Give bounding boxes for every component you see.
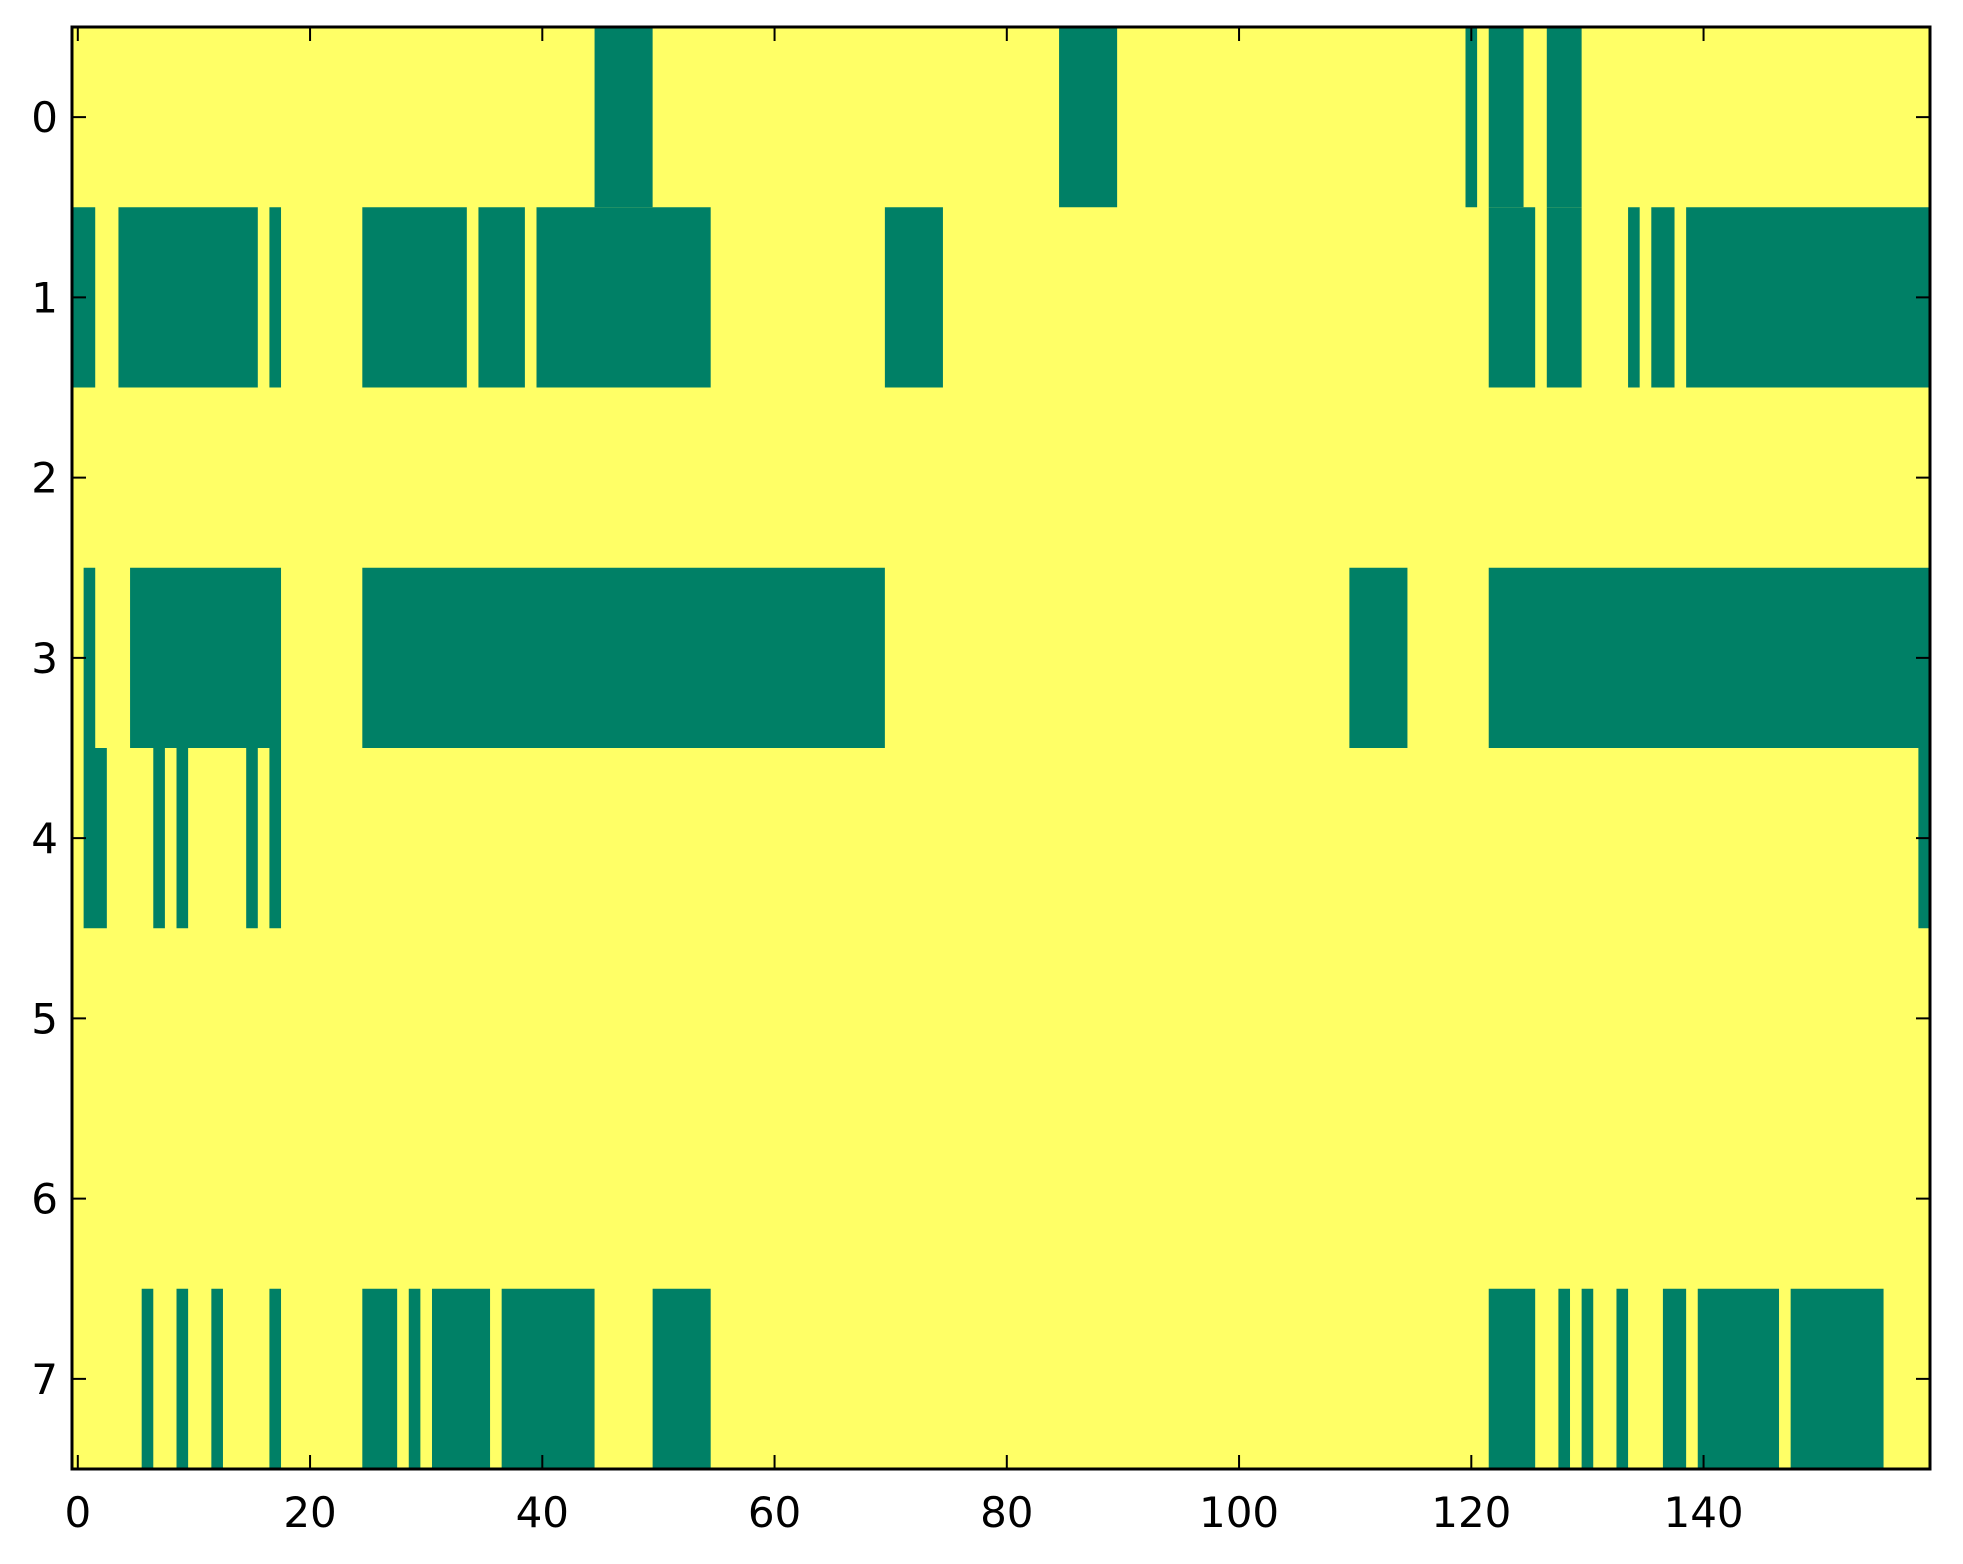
- x-axis-tick-labels: 0 20 40 60 80 100 120 140: [64, 1488, 1743, 1537]
- x-tick-label: 80: [980, 1488, 1033, 1537]
- heatmap-cell-run: [362, 207, 467, 388]
- heatmap-cell-run: [1628, 207, 1640, 388]
- heatmap-cell-run: [1349, 567, 1408, 748]
- heatmap-cell-run: [1697, 1288, 1780, 1469]
- heatmap-cell-run: [269, 748, 282, 929]
- y-tick-label: 5: [31, 994, 58, 1043]
- heatmap-cells: [72, 27, 1930, 1469]
- heatmap-cell-run: [1488, 207, 1536, 388]
- heatmap-cell-run: [408, 1288, 421, 1469]
- axis-ticks: [72, 27, 1930, 1469]
- x-tick-label: 120: [1431, 1488, 1511, 1537]
- y-tick-label: 6: [31, 1175, 58, 1224]
- heatmap-cell-run: [1662, 1288, 1687, 1469]
- heatmap-cell-run: [362, 567, 885, 748]
- x-tick-label: 140: [1663, 1488, 1743, 1537]
- heatmap-cell-run: [83, 748, 107, 929]
- heatmap-cell-run: [1616, 1288, 1629, 1469]
- heatmap-cell-run: [269, 1288, 282, 1469]
- heatmap-cell-run: [1059, 27, 1118, 208]
- heatmap-cell-run: [1651, 207, 1675, 388]
- heatmap-cell-run: [246, 748, 258, 929]
- heatmap-cell-run: [431, 1288, 491, 1469]
- heatmap-cell-run: [176, 748, 189, 929]
- y-tick-label: 4: [31, 814, 58, 863]
- x-tick-label: 60: [748, 1488, 801, 1537]
- x-tick-label: 100: [1199, 1488, 1279, 1537]
- heatmap-cell-run: [1546, 27, 1582, 208]
- heatmap-cell-run: [652, 1288, 711, 1469]
- heatmap-cell-run: [1558, 1288, 1571, 1469]
- heatmap-cell-run: [501, 1288, 595, 1469]
- heatmap-cell-run: [1465, 27, 1478, 208]
- heatmap-cell-run: [1488, 1288, 1536, 1469]
- x-tick-label: 20: [283, 1488, 336, 1537]
- heatmap-cell-run: [141, 1288, 154, 1469]
- heatmap-cell-run: [1790, 1288, 1884, 1469]
- plot-frame: [70, 25, 1932, 1471]
- heatmap-cell-run: [478, 207, 525, 388]
- heatmap-cell-run: [176, 1288, 189, 1469]
- heatmap-cell-run: [1488, 27, 1524, 208]
- y-tick-label: 7: [31, 1355, 58, 1404]
- y-tick-label: 0: [31, 93, 58, 142]
- y-tick-label: 1: [31, 273, 58, 322]
- heatmap-cell-run: [153, 748, 165, 929]
- heatmap-cell-run: [594, 27, 653, 208]
- heatmap-cell-run: [1581, 1288, 1594, 1469]
- y-tick-label: 3: [31, 634, 58, 683]
- heatmap-cell-run: [362, 1288, 398, 1469]
- heatmap-cell-run: [83, 567, 96, 748]
- heatmap-cell-run: [130, 567, 282, 748]
- y-axis-tick-labels: 0 1 2 3 4 5 6 7: [31, 93, 58, 1404]
- heatmap-cell-run: [211, 1288, 223, 1469]
- x-tick-label: 0: [64, 1488, 91, 1537]
- y-tick-label: 2: [31, 454, 58, 503]
- heatmap-cell-run: [269, 207, 282, 388]
- x-tick-label: 40: [516, 1488, 569, 1537]
- heatmap-cell-run: [536, 207, 711, 388]
- heatmap-cell-run: [1488, 567, 1930, 748]
- heatmap-cell-run: [884, 207, 943, 388]
- heatmap-cell-run: [1546, 207, 1582, 388]
- heatmap-cell-run: [1686, 207, 1930, 388]
- heatmap-cell-run: [118, 207, 258, 388]
